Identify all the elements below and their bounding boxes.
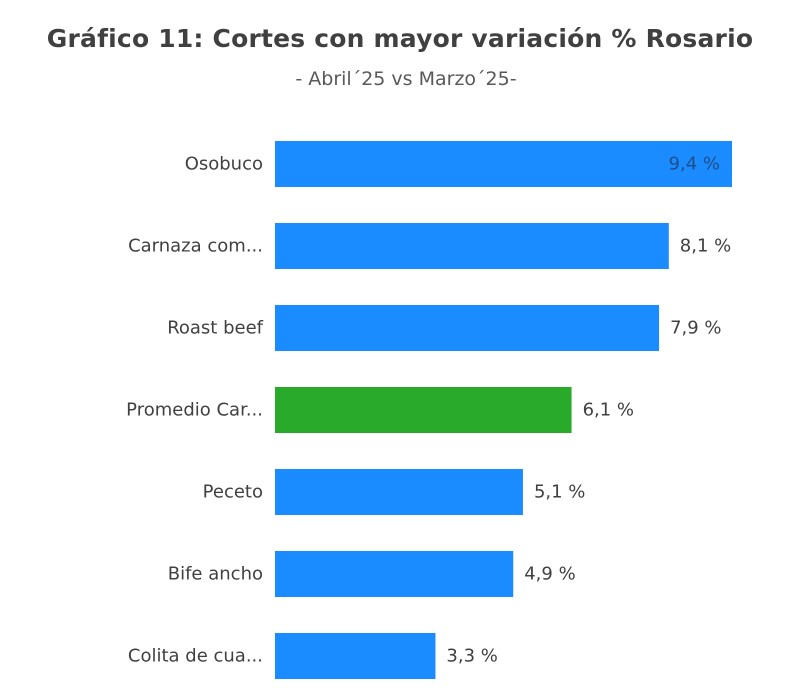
- value-label: 3,3 %: [446, 646, 497, 667]
- bar: [275, 633, 436, 679]
- category-label: Colita de cua...: [128, 646, 263, 667]
- category-label: Roast beef: [167, 318, 263, 339]
- category-label: Bife ancho: [168, 564, 263, 585]
- bar-highlight: [275, 387, 572, 433]
- value-label: 5,1 %: [534, 482, 585, 503]
- bar: [275, 469, 523, 515]
- category-label: Carnaza com...: [128, 236, 263, 257]
- chart-title: Gráfico 11: Cortes con mayor variación %…: [46, 24, 754, 53]
- category-label: Peceto: [203, 482, 263, 503]
- value-label: 6,1 %: [583, 400, 634, 421]
- category-label: Osobuco: [185, 154, 263, 175]
- value-label: 8,1 %: [680, 236, 731, 257]
- bar: [275, 551, 514, 597]
- bar: [275, 141, 732, 187]
- bar: [275, 223, 669, 269]
- bar: [275, 305, 660, 351]
- category-label: Promedio Car...: [126, 400, 263, 421]
- value-label: 4,9 %: [524, 564, 575, 585]
- value-label: 7,9 %: [670, 318, 721, 339]
- chart-subtitle: - Abril´25 vs Marzo´25-: [295, 68, 517, 90]
- value-label: 9,4 %: [669, 154, 720, 175]
